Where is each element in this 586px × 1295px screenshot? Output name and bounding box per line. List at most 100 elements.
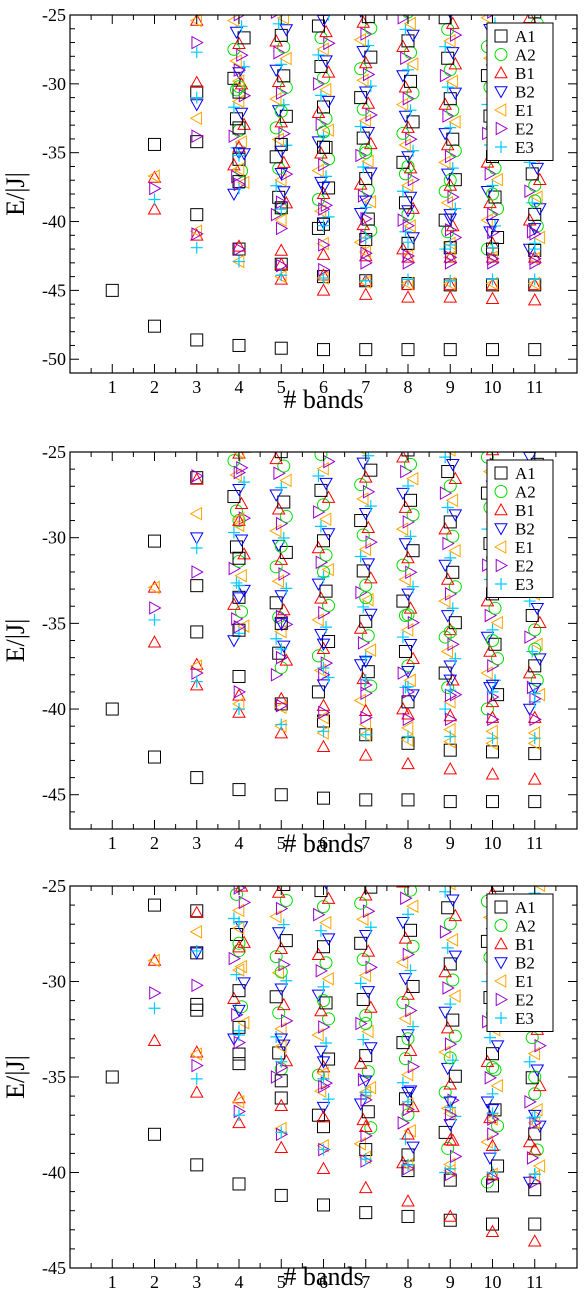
point-B1 xyxy=(147,1033,162,1047)
point-B1 xyxy=(485,1138,500,1152)
x-tick-label: 7 xyxy=(361,833,370,853)
legend-label-B2: B2 xyxy=(515,954,535,973)
dense-level-marker xyxy=(446,452,456,457)
dense-level-marker xyxy=(448,580,462,594)
dense-level-marker xyxy=(439,40,452,53)
dense-level-marker xyxy=(491,652,505,666)
point-A2 xyxy=(486,187,499,201)
point-E1 xyxy=(358,244,372,259)
dense-level-marker xyxy=(269,909,282,924)
point-E2 xyxy=(487,712,500,727)
dense-level-marker xyxy=(438,666,452,680)
dense-level-marker xyxy=(448,471,463,485)
dense-level-marker xyxy=(316,679,331,692)
dense-level-marker xyxy=(229,468,242,482)
point-E3 xyxy=(528,1111,541,1124)
point-A2 xyxy=(274,965,288,979)
dense-level-marker xyxy=(269,92,282,106)
point-B2 xyxy=(401,205,415,218)
dense-level-marker xyxy=(234,568,247,583)
point-A1 xyxy=(274,788,288,802)
point-A1 xyxy=(232,242,246,256)
legend-marker-E3 xyxy=(495,141,507,153)
dense-level-marker xyxy=(447,190,460,204)
point-B1 xyxy=(485,767,500,780)
dense-level-marker xyxy=(403,1085,418,1098)
dense-level-marker xyxy=(316,461,329,476)
dense-level-marker xyxy=(488,601,502,615)
point-B2 xyxy=(189,532,204,545)
series-E2 xyxy=(149,465,542,727)
dense-level-marker xyxy=(406,57,419,71)
point-E3 xyxy=(233,579,245,592)
legend-label-A1: A1 xyxy=(515,27,536,46)
dense-level-marker xyxy=(274,661,288,675)
point-A1 xyxy=(274,1188,288,1202)
dense-level-marker xyxy=(401,120,415,133)
chart-panel-1: 1 2 3 4 5 6 7 8 9 10 11 -50 -45 -40 -35 -30 -25 # bands E/… xyxy=(1,5,578,414)
point-A1 xyxy=(317,1120,330,1134)
point-E2 xyxy=(487,225,500,240)
dense-level-marker xyxy=(273,466,286,481)
point-E3 xyxy=(359,274,372,287)
dense-level-marker xyxy=(319,915,332,930)
point-E2 xyxy=(444,250,458,265)
dense-level-marker xyxy=(404,493,418,507)
dense-level-marker xyxy=(270,179,283,192)
point-E2 xyxy=(233,619,247,634)
dense-level-marker xyxy=(446,1054,459,1067)
dense-level-marker xyxy=(444,551,457,564)
point-A1 xyxy=(105,702,119,716)
point-E3 xyxy=(486,1166,499,1179)
dense-level-marker xyxy=(443,917,457,931)
dense-level-marker xyxy=(319,55,333,68)
dense-level-marker xyxy=(439,924,453,939)
plot-area xyxy=(105,452,547,809)
dense-level-marker xyxy=(406,86,420,100)
point-A1 xyxy=(232,669,246,683)
dense-level-marker xyxy=(396,631,409,644)
dense-level-marker xyxy=(356,46,371,59)
point-B2 xyxy=(485,218,500,232)
dense-level-marker xyxy=(364,463,378,477)
point-E2 xyxy=(529,251,542,266)
dense-level-marker xyxy=(528,1127,542,1141)
dense-level-marker xyxy=(358,542,372,557)
x-tick-label: 3 xyxy=(192,1272,201,1290)
dense-level-marker xyxy=(401,1108,415,1122)
point-E2 xyxy=(318,705,331,720)
legend-marker-E3 xyxy=(495,1012,507,1024)
dense-level-marker xyxy=(359,143,373,157)
dense-level-marker xyxy=(480,594,495,607)
dense-level-marker xyxy=(448,908,463,922)
dense-level-marker xyxy=(361,592,374,607)
point-E2 xyxy=(402,255,416,270)
point-A1 xyxy=(190,333,204,347)
dense-level-marker xyxy=(317,900,330,914)
point-A1 xyxy=(148,898,161,912)
dense-level-marker xyxy=(445,493,459,508)
dense-level-marker xyxy=(530,162,545,176)
point-E3 xyxy=(528,732,541,745)
point-E3 xyxy=(190,46,203,59)
dense-level-marker xyxy=(354,550,367,563)
point-E3 xyxy=(190,241,203,254)
dense-level-marker xyxy=(321,971,334,986)
point-E2 xyxy=(233,886,247,895)
dense-level-marker xyxy=(321,95,336,109)
dense-level-marker xyxy=(353,1056,368,1069)
dense-level-marker xyxy=(269,560,283,574)
dense-level-marker xyxy=(404,457,418,471)
point-E2 xyxy=(149,601,162,615)
dense-level-marker xyxy=(356,492,369,506)
point-E3 xyxy=(317,1143,330,1156)
dense-level-marker xyxy=(322,1052,336,1066)
dense-level-marker xyxy=(523,1055,536,1068)
dense-level-marker xyxy=(448,56,463,70)
dense-level-marker xyxy=(276,155,291,168)
point-B1 xyxy=(274,726,289,739)
point-E2 xyxy=(318,238,331,252)
dense-level-marker xyxy=(438,184,452,198)
dense-level-marker xyxy=(362,67,376,82)
